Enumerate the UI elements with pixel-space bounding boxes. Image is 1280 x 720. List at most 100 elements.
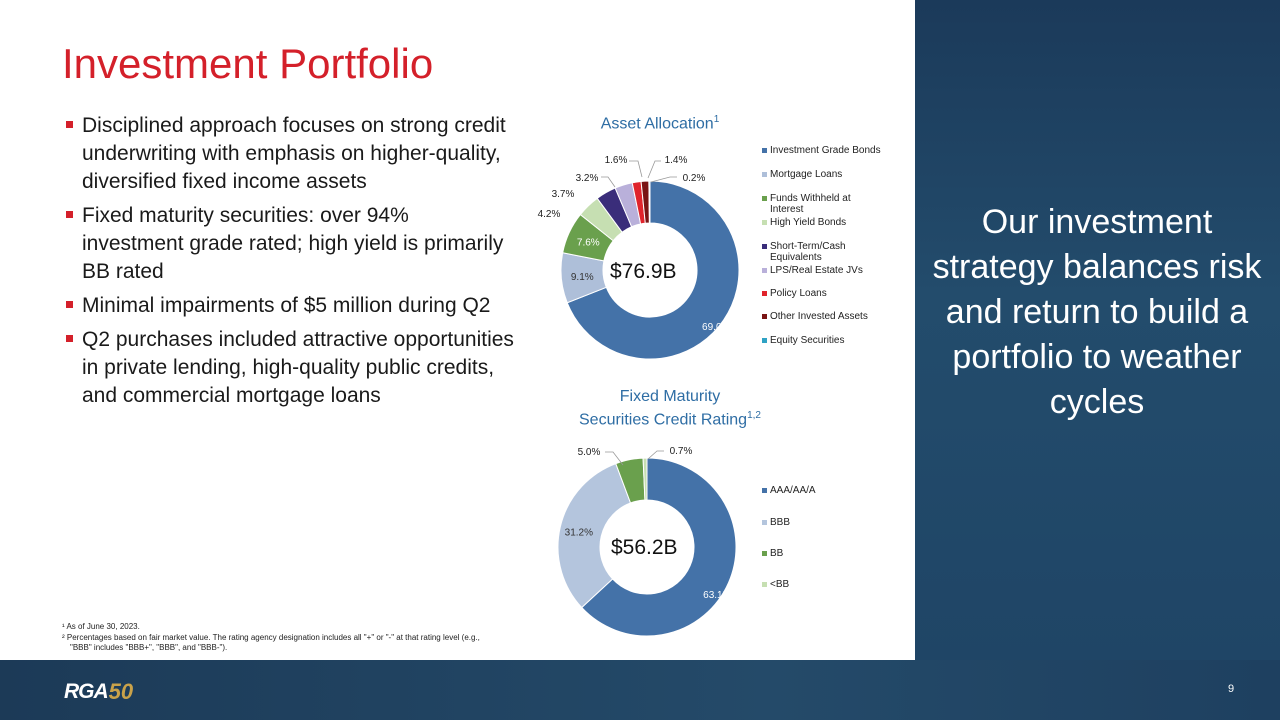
bullet-marker-icon [66, 121, 73, 128]
data-label: 3.7% [552, 189, 575, 200]
legend-item: BB [762, 548, 783, 559]
data-label: 7.6% [577, 237, 600, 248]
asset-total-label: $76.9B [610, 260, 677, 283]
legend-item: Investment Grade Bonds [762, 145, 881, 156]
asset-chart-title: Asset Allocation1 [560, 110, 760, 133]
bullet-marker-icon [66, 335, 73, 342]
legend-label: Investment Grade Bonds [770, 145, 881, 156]
slice-investment-grade-bonds [566, 180, 740, 360]
bullet-text: Fixed maturity securities: over 94% inve… [82, 204, 504, 283]
legend-swatch [762, 582, 767, 587]
leader-line [629, 160, 643, 178]
page-number: 9 [1228, 683, 1235, 695]
legend-item: AAA/AA/A [762, 485, 816, 496]
legend-swatch [762, 268, 767, 273]
data-label: 0.7% [670, 446, 693, 457]
legend-swatch [762, 291, 767, 296]
data-label: 3.2% [576, 173, 599, 184]
bullet-text: Minimal impairments of $5 million during… [82, 294, 491, 317]
legend-label: BB [770, 548, 784, 559]
bullet-list: Disciplined approach focuses on strong c… [64, 112, 514, 416]
slice-aaa-aa-a [581, 457, 737, 637]
slice-bbb [557, 463, 632, 609]
data-label: 1.4% [665, 155, 688, 166]
rating-chart-title-line2: Securities Credit Rating1,2 [545, 406, 795, 429]
legend-swatch [762, 551, 767, 556]
data-label: 63.1% [703, 590, 731, 601]
legend-item: <BB [762, 579, 789, 590]
legend-swatch [762, 338, 767, 343]
legend-item: Mortgage Loans [762, 169, 842, 180]
legend-label: AAA/AA/A [770, 485, 816, 496]
data-label: 9.1% [571, 272, 594, 283]
legend-swatch [762, 148, 767, 153]
legend-label: Equity Securities [770, 335, 845, 346]
bullet-marker-icon [66, 211, 73, 218]
bullet-marker-icon [66, 301, 73, 308]
slice-bb [642, 457, 648, 501]
rating-chart-title-sup: 1,2 [747, 410, 761, 421]
legend-swatch [762, 196, 767, 201]
data-label: 4.2% [538, 209, 561, 220]
legend-label: <BB [770, 579, 790, 590]
legend-label: High Yield Bonds [770, 217, 847, 228]
legend-item: Short-Term/Cash Equivalents [762, 241, 865, 263]
credit-rating-donut: 63.1% 31.2% 5.0% 0.7% [557, 446, 737, 637]
legend-swatch [762, 488, 767, 493]
rating-total-label: $56.2B [611, 536, 678, 559]
bullet-item: Q2 purchases included attractive opportu… [64, 326, 514, 410]
footnote-2: ² Percentages based on fair market value… [62, 632, 480, 653]
footnotes: ¹ As of June 30, 2023. ² Percentages bas… [62, 622, 482, 654]
leader-line [601, 176, 616, 188]
asset-chart-title-text: Asset Allocation [600, 115, 714, 133]
logo-text: RGA [64, 680, 109, 703]
legend-item: LPS/Real Estate JVs [762, 265, 863, 276]
page-title: Investment Portfolio [62, 40, 434, 87]
legend-label: Funds Withheld at Interest [770, 193, 851, 215]
rating-chart-title-line2-text: Securities Credit Rating [579, 411, 748, 429]
asset-allocation-donut: 69.0% 9.1% 7.6% 4.2% 3.7%3.2% 1.6% 1.4% 0.2% [538, 155, 740, 360]
legend-label: Other Invested Assets [770, 311, 868, 322]
legend-swatch [762, 314, 767, 319]
side-panel [915, 0, 1280, 660]
bullet-text: Disciplined approach focuses on strong c… [82, 114, 506, 193]
slice-equity-securities [648, 180, 651, 224]
legend-swatch [762, 520, 767, 525]
footer-bar [0, 660, 1280, 720]
bullet-item: Disciplined approach focuses on strong c… [64, 112, 514, 196]
legend-item: Funds Withheld at Interest [762, 193, 865, 215]
legend-item: BBB [762, 517, 790, 528]
footnote-1: ¹ As of June 30, 2023. [62, 622, 140, 631]
leader-line [605, 451, 624, 466]
legend-item: Other Invested Assets [762, 311, 868, 322]
legend-label: Short-Term/Cash Equivalents [770, 241, 846, 263]
logo-50-mark: 50 [108, 679, 134, 704]
rga-logo: RGA 50 [64, 679, 134, 704]
bullet-item: Minimal impairments of $5 million during… [64, 292, 514, 320]
leader-line [647, 450, 664, 460]
bullet-text: Q2 purchases included attractive opportu… [82, 328, 514, 407]
legend-item: Policy Loans [762, 288, 827, 299]
data-label: 0.2% [683, 173, 706, 184]
legend-swatch [762, 244, 767, 249]
legend-swatch [762, 172, 767, 177]
legend-label: Mortgage Loans [770, 169, 843, 180]
data-label: 5.0% [578, 447, 601, 458]
asset-allocation-legend: Investment Grade Bonds Mortgage Loans Fund… [762, 145, 902, 355]
tagline: Our investment strategy balances risk an… [932, 203, 1262, 421]
leader-line [647, 160, 661, 179]
legend-swatch [762, 220, 767, 225]
leader-line [650, 176, 677, 183]
legend-label: Policy Loans [770, 288, 827, 299]
credit-rating-legend: AAA/AA/A BBB BB <BB [762, 485, 862, 595]
data-label: 69.0% [702, 322, 730, 333]
legend-item: Equity Securities [762, 335, 844, 346]
legend-item: High Yield Bonds [762, 217, 846, 228]
data-label: 31.2% [565, 527, 593, 538]
bullet-item: Fixed maturity securities: over 94% inve… [64, 202, 514, 286]
rating-chart-title-line1: Fixed Maturity [619, 388, 721, 405]
rating-chart-title: Fixed Maturity Securities Credit Rating1… [545, 387, 795, 429]
data-label: 1.6% [605, 155, 628, 166]
legend-label: BBB [770, 517, 791, 528]
asset-chart-title-sup: 1 [713, 114, 720, 125]
